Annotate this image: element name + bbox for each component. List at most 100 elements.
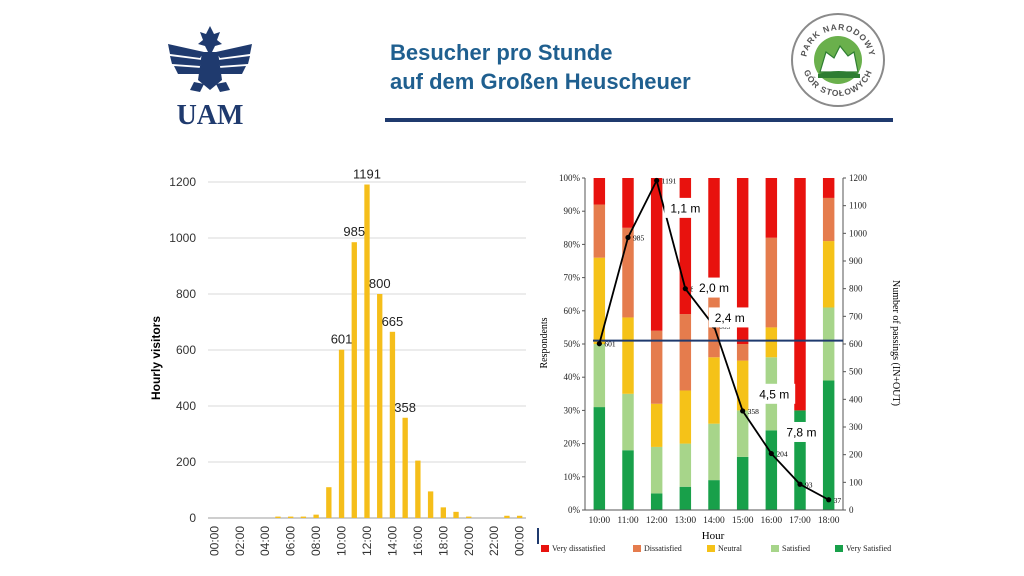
stacked-bar-segment	[650, 178, 663, 331]
passings-point	[826, 497, 832, 503]
stacked-bar-segment	[593, 344, 606, 408]
passings-point	[654, 177, 660, 184]
stacked-bar-segment	[650, 493, 663, 510]
stacked-bar-segment	[593, 178, 606, 205]
uam-logo: UAM	[168, 26, 252, 130]
stacked-bar-segment	[765, 237, 778, 328]
x-tick-label: 17:00	[789, 516, 811, 526]
stacked-bar-segment	[622, 450, 634, 510]
x-tick-label: 10:00	[589, 516, 611, 526]
stacked-bar-segment	[593, 407, 606, 510]
stacked-bar-segment	[622, 178, 634, 228]
stacked-bar-segment	[622, 227, 634, 318]
passings-point	[797, 481, 803, 487]
x-tick-label: 14:00	[385, 526, 399, 556]
distance-annotation: 2,4 m	[715, 311, 745, 325]
x-tick-label: 16:00	[411, 526, 425, 556]
y2-tick-label: 100	[849, 477, 863, 487]
x-tick-label: 20:00	[462, 526, 476, 556]
data-label: 665	[382, 314, 404, 329]
y2-tick-label: 1000	[849, 228, 868, 238]
y-tick-label: 800	[176, 287, 196, 301]
y2-tick-label: 400	[849, 394, 863, 404]
distance-annotation: 2,0 m	[699, 281, 729, 295]
stacked-bar-segment	[736, 360, 749, 411]
title-divider	[385, 118, 893, 122]
y-tick-label: 90%	[564, 206, 581, 216]
y-axis-label: Respondents	[539, 317, 550, 368]
data-label: 1191	[353, 167, 381, 182]
bar	[377, 294, 383, 518]
y-tick-label: 30%	[564, 405, 581, 415]
legend-swatch	[771, 545, 779, 552]
y-tick-label: 70%	[564, 273, 581, 283]
stacked-bar-segment	[679, 443, 692, 487]
stacked-bar-segment	[736, 456, 749, 510]
stacked-bar-segment	[679, 178, 692, 315]
y-tick-label: 20%	[564, 439, 581, 449]
x-tick-label: 12:00	[646, 516, 668, 526]
stacked-bar-segment	[622, 317, 634, 394]
y-tick-label: 80%	[564, 239, 581, 249]
x-tick-label: 00:00	[513, 526, 527, 556]
stacked-bar-segment	[650, 446, 663, 494]
page-title: Besucher pro Stunde auf dem Großen Heusc…	[390, 38, 691, 96]
satisfaction-chart: 0% 10% 20% 30% 40% 50% 60% 70% 80% 90% 100% 0 100 20…	[539, 173, 901, 553]
stacked-bar-segment	[708, 423, 720, 481]
bar	[516, 515, 523, 518]
legend-item: Very Satisfied	[846, 544, 891, 553]
stacked-bar-segment	[593, 204, 606, 258]
y2-tick-label: 800	[849, 284, 863, 294]
x-axis-label: Hour	[702, 530, 725, 542]
x-tick-label: 11:00	[617, 516, 639, 526]
y2-tick-label: 1200	[849, 173, 868, 183]
passings-point	[625, 234, 631, 241]
y-tick-label: 60%	[564, 306, 581, 316]
stacked-bar-segment	[679, 390, 692, 444]
y-tick-label: 200	[176, 455, 196, 469]
bar	[288, 516, 294, 518]
stacked-bar-segment	[822, 307, 835, 381]
stacked-bar-segment	[736, 344, 749, 361]
legend-item: Very dissatisfied	[552, 544, 605, 553]
bar	[466, 516, 472, 518]
data-label: 358	[394, 400, 416, 415]
passings-label: 204	[776, 450, 788, 459]
distance-annotation-box	[664, 197, 707, 218]
y2-tick-label: 500	[849, 367, 863, 377]
x-tick-label: 00:00	[207, 526, 221, 556]
y-tick-label: 40%	[564, 372, 581, 382]
x-tick-label: 13:00	[675, 516, 697, 526]
x-tick-label: 22:00	[487, 526, 501, 556]
distance-annotation-box	[693, 277, 735, 298]
x-tick-label: 02:00	[233, 526, 247, 556]
y-tick-label: 600	[176, 343, 196, 357]
y2-axis-label: Number of passings (IN+OUT)	[890, 280, 901, 406]
bar	[338, 349, 345, 518]
x-tick-label: 18:00	[436, 526, 450, 556]
y-tick-label: 1200	[169, 175, 196, 189]
legend-swatch	[541, 545, 549, 552]
passings-point	[596, 341, 602, 347]
data-label: 800	[369, 276, 391, 291]
y-tick-label: 1000	[169, 231, 196, 245]
bar	[453, 511, 459, 518]
stacked-bar-segment	[822, 197, 835, 242]
y2-tick-label: 0	[849, 505, 854, 515]
distance-annotation: 7,8 m	[786, 425, 816, 439]
y2-tick-label: 600	[849, 339, 863, 349]
x-tick-label: 06:00	[284, 526, 298, 556]
bar	[427, 491, 434, 518]
x-tick-label: 14:00	[703, 516, 725, 526]
distance-annotation-box	[753, 383, 796, 404]
stacked-bar-segment	[679, 314, 692, 391]
legend-item: Satisfied	[782, 544, 810, 553]
y2-tick-label: 700	[849, 311, 863, 321]
legend-swatch	[633, 545, 641, 552]
stacked-bar-segment	[708, 178, 720, 298]
y2-tick-label: 300	[849, 422, 863, 432]
stacked-bar-segment	[650, 330, 663, 404]
bar	[351, 242, 357, 518]
passings-point	[682, 286, 688, 292]
data-label: 601	[331, 332, 353, 347]
